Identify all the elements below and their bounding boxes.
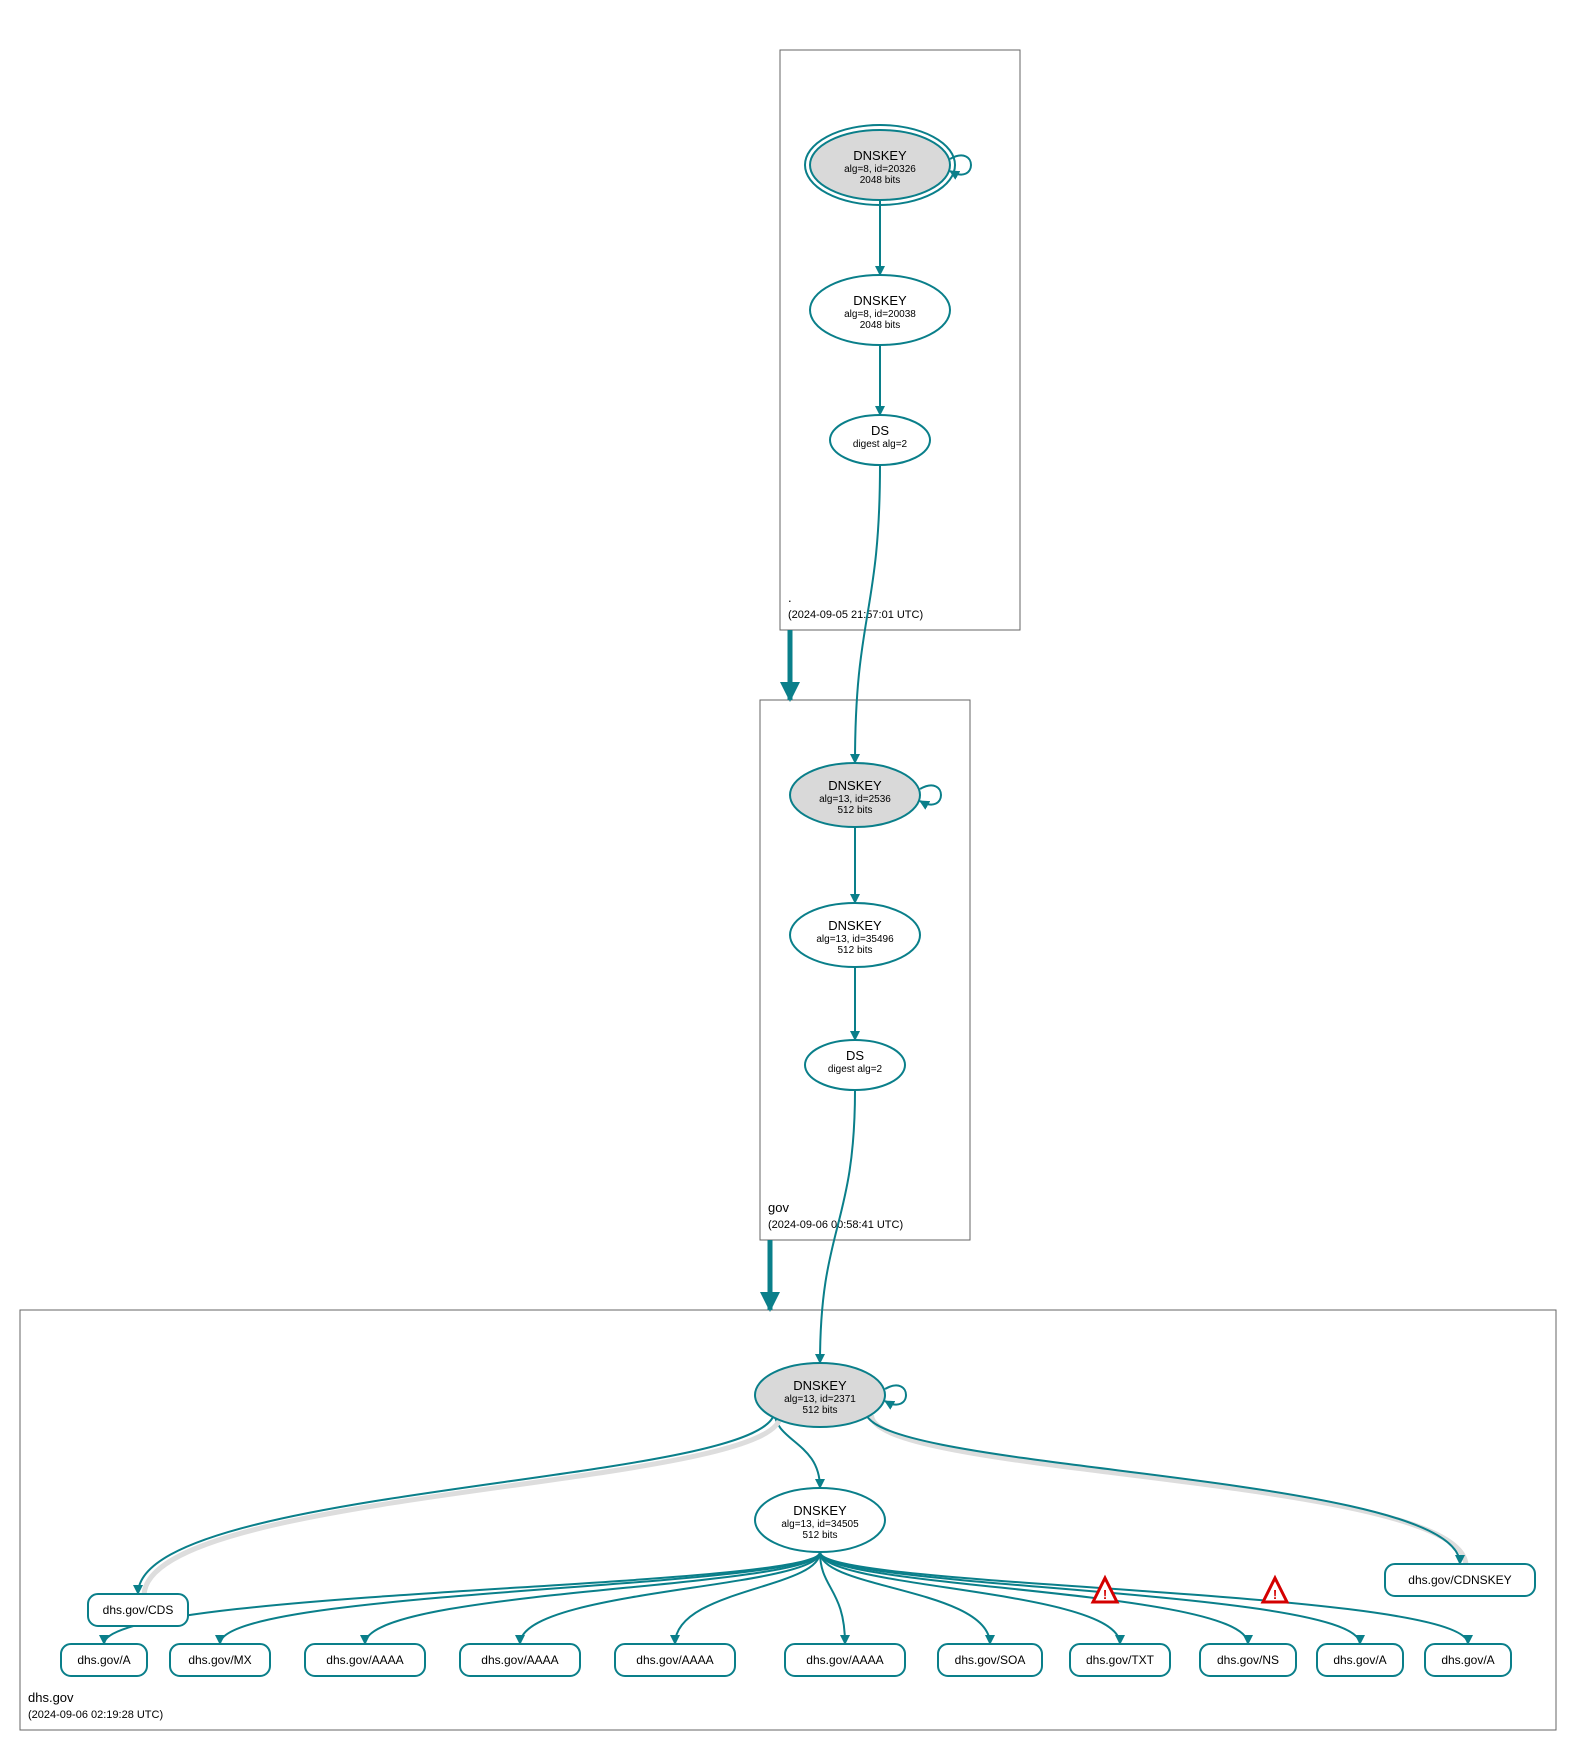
node-sub2: 512 bits [802, 1530, 837, 1541]
node-root-ds: DSdigest alg=2 [830, 415, 930, 465]
self-loop [950, 155, 971, 174]
node-root-zsk: DNSKEYalg=8, id=200382048 bits [810, 275, 950, 345]
edge [820, 1552, 1120, 1644]
warning-icon: ! [1093, 1578, 1117, 1602]
node-rr-a2: dhs.gov/A [1317, 1644, 1403, 1676]
zone-timestamp-dhsgov: (2024-09-06 02:19:28 UTC) [28, 1709, 163, 1721]
node-title: DS [846, 1048, 864, 1063]
rr-label: dhs.gov/NS [1217, 1653, 1279, 1667]
self-loop [920, 785, 941, 804]
zone-timestamp-gov: (2024-09-06 00:58:41 UTC) [768, 1219, 903, 1231]
rr-label: dhs.gov/SOA [955, 1653, 1026, 1667]
rr-label: dhs.gov/A [1441, 1653, 1494, 1667]
node-sub1: alg=8, id=20038 [844, 309, 916, 320]
node-title: DNSKEY [828, 918, 882, 933]
svg-text:!: ! [1103, 1587, 1107, 1602]
self-loop [885, 1385, 906, 1404]
node-rr-ns: dhs.gov/NS [1200, 1644, 1296, 1676]
dnssec-diagram: . (2024-09-05 21:57:01 UTC) gov (2024-09-06… [0, 0, 1576, 1753]
node-rr-cds: dhs.gov/CDS [88, 1594, 188, 1626]
node-dhs-zsk: DNSKEYalg=13, id=34505512 bits [755, 1488, 885, 1552]
rr-label: dhs.gov/A [1333, 1653, 1386, 1667]
node-rr-a3: dhs.gov/A [1425, 1644, 1511, 1676]
node-sub2: 512 bits [837, 805, 872, 816]
node-gov-ds: DSdigest alg=2 [805, 1040, 905, 1090]
node-root-ksk: DNSKEYalg=8, id=203262048 bits [805, 125, 971, 205]
edge [866, 1411, 1461, 1564]
node-sub1: digest alg=2 [828, 1064, 883, 1075]
node-rr-aaaa4: dhs.gov/AAAA [785, 1644, 905, 1676]
node-sub2: 2048 bits [860, 175, 901, 186]
node-sub1: alg=8, id=20326 [844, 164, 916, 175]
node-sub1: alg=13, id=35496 [816, 934, 894, 945]
node-rr-aaaa3: dhs.gov/AAAA [615, 1644, 735, 1676]
node-sub2: 512 bits [802, 1405, 837, 1416]
svg-text:!: ! [1273, 1587, 1277, 1602]
node-title: DNSKEY [853, 293, 907, 308]
node-rr-aaaa1: dhs.gov/AAAA [305, 1644, 425, 1676]
node-title: DNSKEY [853, 148, 907, 163]
node-rr-soa: dhs.gov/SOA [938, 1644, 1042, 1676]
zone-label-gov: gov [768, 1200, 789, 1215]
edge [820, 1552, 1248, 1644]
node-rr-aaaa2: dhs.gov/AAAA [460, 1644, 580, 1676]
node-rr-cdnskey: dhs.gov/CDNSKEY [1385, 1564, 1535, 1596]
node-sub1: alg=13, id=2371 [784, 1394, 856, 1405]
node-rr-a1: dhs.gov/A [61, 1644, 147, 1676]
edge [138, 1411, 775, 1594]
node-sub2: 512 bits [837, 945, 872, 956]
rr-label: dhs.gov/AAAA [326, 1653, 403, 1667]
node-sub1: alg=13, id=34505 [781, 1519, 859, 1530]
node-rr-txt: dhs.gov/TXT [1070, 1644, 1170, 1676]
node-title: DNSKEY [793, 1378, 847, 1393]
edge [820, 1552, 1468, 1644]
rr-label: dhs.gov/TXT [1086, 1653, 1155, 1667]
zone-timestamp-root: (2024-09-05 21:57:01 UTC) [788, 609, 923, 621]
rr-label: dhs.gov/MX [188, 1653, 251, 1667]
node-sub2: 2048 bits [860, 320, 901, 331]
edge-shadow [872, 1415, 1467, 1566]
edge-shadow [144, 1415, 781, 1596]
rr-label: dhs.gov/A [77, 1653, 130, 1667]
node-sub1: alg=13, id=2536 [819, 794, 891, 805]
node-rr-mx: dhs.gov/MX [170, 1644, 270, 1676]
node-dhs-ksk: DNSKEYalg=13, id=2371512 bits [755, 1363, 906, 1427]
rr-label: dhs.gov/AAAA [806, 1653, 883, 1667]
rr-label: dhs.gov/CDS [103, 1603, 174, 1617]
zone-label-root: . [788, 590, 792, 605]
rr-label: dhs.gov/AAAA [636, 1653, 713, 1667]
warning-icon: ! [1263, 1578, 1287, 1602]
edge [675, 1552, 820, 1644]
zone-label-dhsgov: dhs.gov [28, 1690, 74, 1705]
node-sub1: digest alg=2 [853, 439, 908, 450]
node-gov-ksk: DNSKEYalg=13, id=2536512 bits [790, 763, 941, 827]
node-title: DNSKEY [828, 778, 882, 793]
node-gov-zsk: DNSKEYalg=13, id=35496512 bits [790, 903, 920, 967]
rr-label: dhs.gov/CDNSKEY [1408, 1573, 1511, 1587]
rr-label: dhs.gov/AAAA [481, 1653, 558, 1667]
edge [104, 1552, 820, 1644]
node-title: DNSKEY [793, 1503, 847, 1518]
node-title: DS [871, 423, 889, 438]
